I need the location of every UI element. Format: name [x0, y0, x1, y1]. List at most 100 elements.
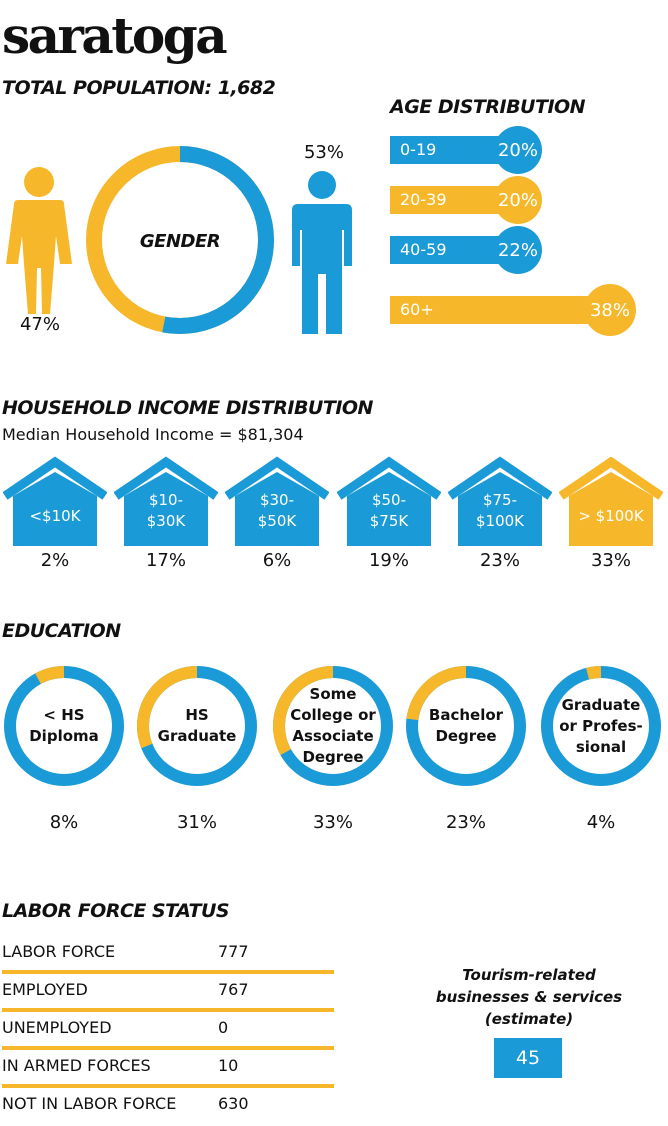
age-percent-circle: 20% — [494, 126, 542, 174]
education-label-line: Diploma — [29, 727, 99, 745]
education-share-arc — [137, 666, 257, 786]
education-donut — [4, 666, 124, 786]
tourism-line: businesses & services — [435, 988, 623, 1006]
education-label-line: Graduate — [157, 727, 237, 745]
total-population: TOTAL POPULATION: 1,682 — [2, 77, 276, 99]
education-share-arc — [4, 666, 124, 786]
labor-row: EMPLOYED 767 — [2, 974, 334, 1012]
education-label-line: Degree — [302, 748, 364, 766]
age-row: 20-39 20% — [390, 176, 660, 238]
age-row: 40-59 22% — [390, 226, 660, 288]
age-percent-circle: 38% — [584, 284, 636, 336]
income-percent: 2% — [40, 550, 70, 571]
education-donut — [541, 666, 661, 786]
education-label-line: sional — [575, 737, 627, 756]
income-bracket-line: $100K — [475, 512, 524, 530]
education-label-line: Some — [309, 685, 357, 703]
tourism-count: 45 — [494, 1038, 562, 1078]
income-bracket-line: $10- — [148, 491, 184, 509]
education-donut — [273, 666, 393, 786]
house-icon — [114, 456, 218, 546]
education-level-label: HS Graduate — [135, 664, 259, 788]
income-percent: 17% — [145, 550, 186, 571]
education-label-line: Graduate — [561, 695, 641, 714]
education-label-line: < HS — [43, 706, 85, 724]
education-percent: 31% — [176, 812, 217, 833]
labor-value: 777 — [218, 942, 249, 961]
education-share-arc — [406, 666, 526, 786]
labor-row: UNEMPLOYED 0 — [2, 1012, 334, 1050]
education-donut — [137, 666, 257, 786]
income-bracket-line: $50- — [371, 491, 407, 509]
tourism-caption: Tourism-related businesses & services (e… — [415, 964, 643, 1030]
income-percent: 23% — [479, 550, 520, 571]
education-item: Graduate or Profes-sional 4% — [539, 664, 663, 844]
tourism-line: Tourism-related — [462, 966, 596, 984]
income-percent: 19% — [368, 550, 409, 571]
gender-title: GENDER — [139, 231, 221, 252]
income-bracket-label: $50- $75K — [339, 490, 439, 532]
income-bracket-label: $10- $30K — [116, 490, 216, 532]
education-level-label: Some College or Associate Degree — [271, 664, 395, 788]
house-icon — [559, 456, 663, 546]
income-bracket-line: $75- — [482, 491, 518, 509]
house-icon — [3, 456, 107, 546]
education-percent: 23% — [445, 812, 486, 833]
education-label-line: Bachelor — [428, 706, 504, 724]
gender-donut — [86, 146, 274, 334]
woman-icon — [6, 167, 72, 314]
median-income: Median Household Income = $81,304 — [2, 425, 304, 444]
labor-value: 630 — [218, 1094, 249, 1113]
education-label-line: Degree — [435, 727, 497, 745]
education-item: Some College or Associate Degree 33% — [271, 664, 395, 844]
house-icon — [448, 456, 552, 546]
labor-value: 10 — [218, 1056, 239, 1075]
house-icon — [337, 456, 441, 546]
income-bracket-line: $30K — [146, 512, 186, 530]
education-donuts: < HS Diploma 8% HS Graduate 31% Some College or… — [0, 664, 668, 844]
education-percent: 33% — [312, 812, 353, 833]
education-item: HS Graduate 31% — [135, 664, 259, 844]
education-label-line: Associate — [292, 727, 374, 745]
age-range-label: 0-19 — [400, 140, 437, 159]
income-percent: 33% — [590, 550, 631, 571]
age-distribution: 0-19 20% 20-39 20% 40-59 22% 60+ 38% — [390, 126, 660, 345]
education-level-label: < HS Diploma — [2, 664, 126, 788]
education-percent: 4% — [586, 812, 616, 833]
age-range-label: 20-39 — [400, 190, 447, 209]
labor-row: LABOR FORCE 777 — [2, 936, 334, 974]
age-row: 60+ 38% — [390, 280, 660, 338]
education-label-line: or Profes- — [559, 716, 643, 735]
education-title: EDUCATION — [2, 620, 121, 642]
income-bracket-line: $75K — [369, 512, 409, 530]
education-label-line: College or — [290, 706, 376, 724]
income-bracket-label: $75- $100K — [450, 490, 550, 532]
female-percent: 47% — [19, 314, 60, 335]
education-level-label: Graduate or Profes-sional — [539, 664, 663, 788]
labor-label: EMPLOYED — [2, 980, 88, 999]
income-bracket-label: > $100K — [578, 507, 644, 525]
labor-row: NOT IN LABOR FORCE 630 — [2, 1088, 334, 1126]
labor-label: UNEMPLOYED — [2, 1018, 112, 1037]
age-row: 0-19 20% — [390, 126, 660, 188]
income-bracket-label: <$10K — [29, 507, 81, 525]
income-bracket-line: $50K — [257, 512, 297, 530]
education-item: < HS Diploma 8% — [2, 664, 126, 844]
labor-row: IN ARMED FORCES 10 — [2, 1050, 334, 1088]
income-house: <$10K 2% — [3, 456, 107, 576]
labor-label: NOT IN LABOR FORCE — [2, 1094, 177, 1113]
income-bracket-label: $30- $50K — [227, 490, 327, 532]
age-title: AGE DISTRIBUTION — [390, 96, 586, 118]
education-donut — [406, 666, 526, 786]
education-percent: 8% — [49, 812, 79, 833]
male-percent: 53% — [303, 142, 344, 163]
age-range-label: 40-59 — [400, 240, 447, 259]
age-percent-circle: 20% — [494, 176, 542, 224]
income-house: $10- $30K 17% — [114, 456, 218, 576]
tourism-line: (estimate) — [484, 1010, 574, 1028]
education-label-line: HS — [185, 706, 209, 724]
education-share-arc — [273, 666, 393, 786]
labor-label: IN ARMED FORCES — [2, 1056, 151, 1075]
income-house: $50- $75K 19% — [337, 456, 441, 576]
labor-table: LABOR FORCE 777 EMPLOYED 767 UNEMPLOYED 0 IN A… — [0, 936, 340, 1126]
